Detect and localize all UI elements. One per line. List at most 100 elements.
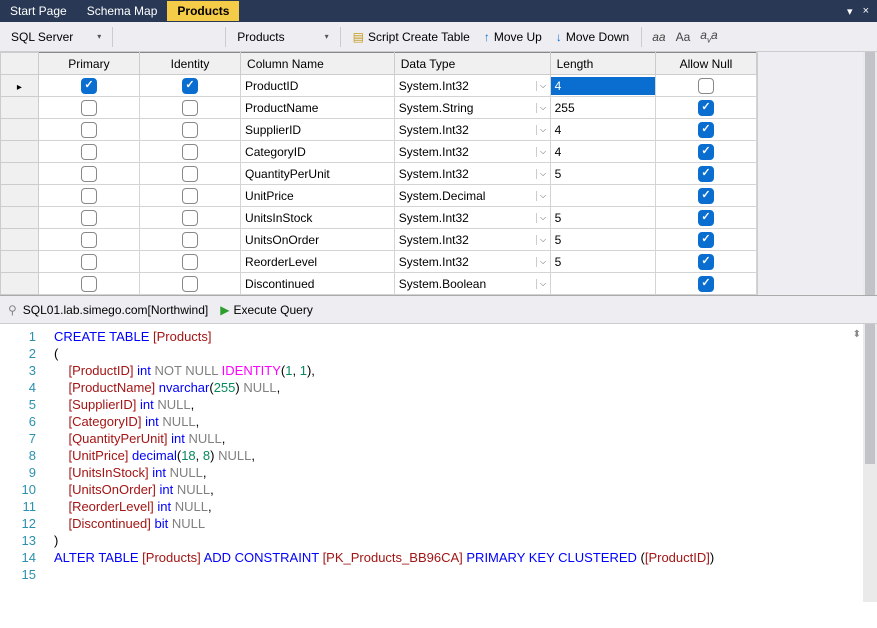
case-spaced-button[interactable]: ava [696, 28, 721, 44]
identity-checkbox[interactable] [182, 78, 198, 94]
identity-checkbox[interactable] [182, 122, 198, 138]
primary-checkbox[interactable] [81, 144, 97, 160]
data-type-cell[interactable]: System.Boolean⌵ [394, 273, 550, 295]
row-indicator[interactable] [1, 97, 39, 119]
allow-null-checkbox[interactable] [698, 144, 714, 160]
allow-null-checkbox[interactable] [698, 232, 714, 248]
dropdown-icon[interactable]: ⌵ [536, 81, 550, 91]
data-type-cell[interactable]: System.String⌵ [394, 97, 550, 119]
provider-dropdown[interactable]: SQL Server ▾ [6, 27, 106, 47]
column-name-cell[interactable]: SupplierID [241, 119, 395, 141]
header-allow-null[interactable]: Allow Null [655, 53, 756, 75]
column-name-cell[interactable]: ReorderLevel [241, 251, 395, 273]
dropdown-icon[interactable]: ⌵ [536, 169, 550, 179]
data-type-cell[interactable]: System.Int32⌵ [394, 251, 550, 273]
length-cell[interactable] [550, 273, 655, 295]
code-area[interactable]: CREATE TABLE [Products]( [ProductID] int… [46, 324, 863, 602]
length-cell[interactable]: 5 [550, 251, 655, 273]
column-name-cell[interactable]: UnitsOnOrder [241, 229, 395, 251]
case-lower-button[interactable]: aa [648, 30, 669, 44]
data-type-cell[interactable]: System.Int32⌵ [394, 141, 550, 163]
column-name-cell[interactable]: UnitsInStock [241, 207, 395, 229]
header-primary[interactable]: Primary [38, 53, 139, 75]
identity-checkbox[interactable] [182, 276, 198, 292]
row-indicator[interactable] [1, 119, 39, 141]
primary-checkbox[interactable] [81, 276, 97, 292]
allow-null-checkbox[interactable] [698, 100, 714, 116]
dropdown-icon[interactable]: ⌵ [536, 213, 550, 223]
column-name-cell[interactable]: ProductID [241, 75, 395, 97]
length-cell[interactable] [550, 185, 655, 207]
primary-checkbox[interactable] [81, 100, 97, 116]
table-row[interactable]: SupplierIDSystem.Int32⌵4 [1, 119, 757, 141]
sql-editor[interactable]: ⬍ 123456789101112131415 CREATE TABLE [Pr… [0, 324, 877, 602]
primary-checkbox[interactable] [81, 210, 97, 226]
move-up-button[interactable]: ↑ Move Up [478, 28, 548, 46]
allow-null-checkbox[interactable] [698, 188, 714, 204]
dropdown-icon[interactable]: ⌵ [536, 235, 550, 245]
identity-checkbox[interactable] [182, 210, 198, 226]
table-row[interactable]: UnitsOnOrderSystem.Int32⌵5 [1, 229, 757, 251]
primary-checkbox[interactable] [81, 254, 97, 270]
data-type-cell[interactable]: System.Int32⌵ [394, 163, 550, 185]
table-row[interactable]: UnitPriceSystem.Decimal⌵ [1, 185, 757, 207]
row-indicator[interactable] [1, 273, 39, 295]
column-name-cell[interactable]: CategoryID [241, 141, 395, 163]
dropdown-icon[interactable]: ⌵ [536, 125, 550, 135]
column-name-cell[interactable]: Discontinued [241, 273, 395, 295]
header-column-name[interactable]: Column Name [241, 53, 395, 75]
primary-checkbox[interactable] [81, 188, 97, 204]
primary-checkbox[interactable] [81, 232, 97, 248]
data-type-cell[interactable]: System.Int32⌵ [394, 119, 550, 141]
table-row[interactable]: ▸ ProductIDSystem.Int32⌵4 [1, 75, 757, 97]
tab-dropdown-icon[interactable]: ▾ [843, 5, 857, 18]
row-indicator[interactable]: ▸ [1, 75, 39, 97]
length-cell[interactable]: 4 [550, 141, 655, 163]
column-name-cell[interactable]: ProductName [241, 97, 395, 119]
table-row[interactable]: ProductNameSystem.String⌵255 [1, 97, 757, 119]
dropdown-icon[interactable]: ⌵ [536, 103, 550, 113]
header-data-type[interactable]: Data Type [394, 53, 550, 75]
identity-checkbox[interactable] [182, 254, 198, 270]
row-indicator[interactable] [1, 141, 39, 163]
primary-checkbox[interactable] [81, 166, 97, 182]
identity-checkbox[interactable] [182, 100, 198, 116]
primary-checkbox[interactable] [81, 78, 97, 94]
header-identity[interactable]: Identity [139, 53, 240, 75]
length-cell[interactable]: 5 [550, 163, 655, 185]
length-cell[interactable]: 255 [550, 97, 655, 119]
identity-checkbox[interactable] [182, 232, 198, 248]
split-icon[interactable]: ⬍ [853, 326, 861, 343]
script-create-button[interactable]: ▤ Script Create Table [347, 28, 476, 46]
allow-null-checkbox[interactable] [698, 122, 714, 138]
row-indicator[interactable] [1, 229, 39, 251]
dropdown-icon[interactable]: ⌵ [536, 191, 550, 201]
tab-start-page[interactable]: Start Page [0, 1, 77, 21]
table-dropdown[interactable]: Products ▾ [232, 27, 333, 47]
tab-schema-map[interactable]: Schema Map [77, 1, 168, 21]
allow-null-checkbox[interactable] [698, 276, 714, 292]
identity-checkbox[interactable] [182, 188, 198, 204]
table-row[interactable]: UnitsInStockSystem.Int32⌵5 [1, 207, 757, 229]
dropdown-icon[interactable]: ⌵ [536, 279, 550, 289]
execute-query-button[interactable]: ▶ Execute Query [220, 303, 313, 317]
row-indicator[interactable] [1, 163, 39, 185]
data-type-cell[interactable]: System.Int32⌵ [394, 229, 550, 251]
row-indicator[interactable] [1, 251, 39, 273]
tab-products[interactable]: Products [167, 1, 239, 21]
column-name-cell[interactable]: QuantityPerUnit [241, 163, 395, 185]
identity-checkbox[interactable] [182, 144, 198, 160]
data-type-cell[interactable]: System.Decimal⌵ [394, 185, 550, 207]
data-type-cell[interactable]: System.Int32⌵ [394, 75, 550, 97]
length-cell[interactable]: 5 [550, 229, 655, 251]
dropdown-icon[interactable]: ⌵ [536, 257, 550, 267]
table-row[interactable]: QuantityPerUnitSystem.Int32⌵5 [1, 163, 757, 185]
row-indicator[interactable] [1, 207, 39, 229]
length-cell[interactable]: 4 [550, 75, 655, 97]
allow-null-checkbox[interactable] [698, 166, 714, 182]
editor-scrollbar[interactable] [863, 324, 877, 602]
length-cell[interactable]: 5 [550, 207, 655, 229]
primary-checkbox[interactable] [81, 122, 97, 138]
case-title-button[interactable]: Aa [672, 30, 695, 44]
allow-null-checkbox[interactable] [698, 78, 714, 94]
